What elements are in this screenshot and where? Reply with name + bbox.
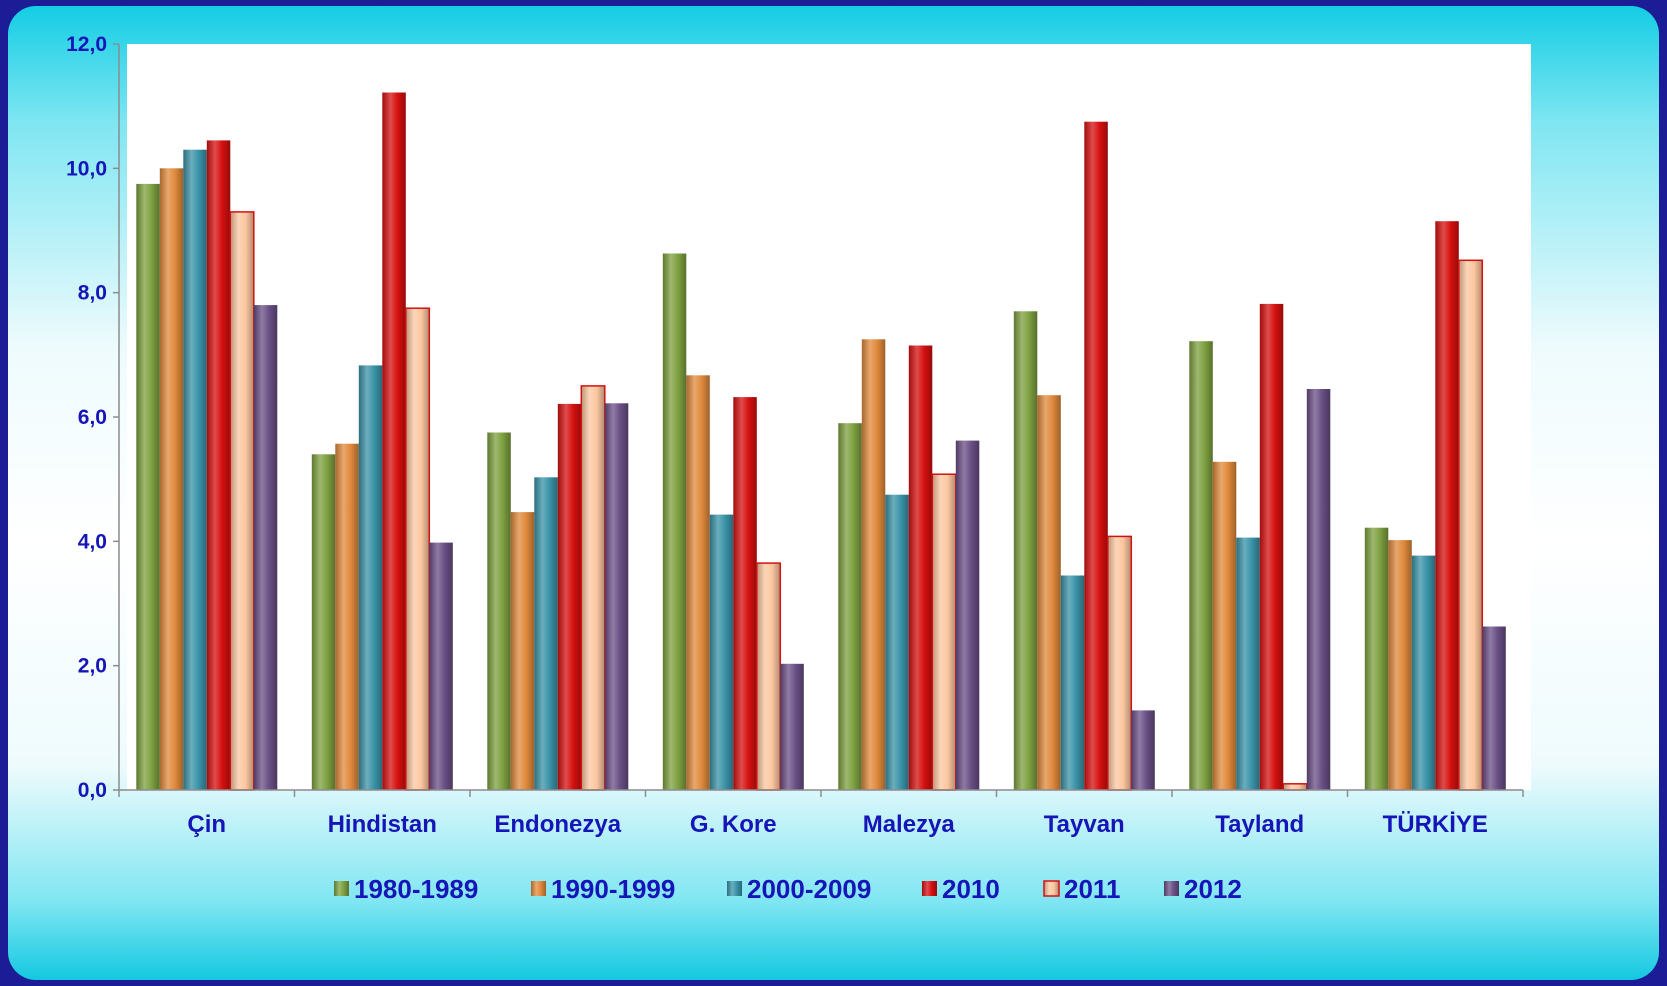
bar-turkiye-2000-2009 <box>1411 555 1436 790</box>
bar-tayvan-2012 <box>1131 710 1155 790</box>
legend-label-2010: 2010 <box>942 874 1000 904</box>
bar-tayvan-2000-2009 <box>1060 575 1085 790</box>
legend-swatch-2010 <box>922 881 937 896</box>
legend-label-2011: 2011 <box>1064 874 1120 904</box>
bar-chart: 0,0 2,0 4,0 6,0 8,0 10,0 12,0 Çin Hindistan Endo… <box>66 33 1531 904</box>
bar-g-kore-2000-2009 <box>709 514 734 790</box>
bar-turkiye-2010 <box>1435 221 1459 790</box>
y-tick-label: 10,0 <box>66 157 107 180</box>
y-tick-label: 8,0 <box>78 282 107 305</box>
bar-hindistan-2010 <box>382 92 406 790</box>
bar-endonezya-1990-1999 <box>510 512 535 790</box>
bar-cin-1980-1989 <box>136 183 160 790</box>
x-tick-label-turkiye: TÜRKİYE <box>1383 811 1488 838</box>
bar-g-kore-1980-1989 <box>662 253 687 790</box>
bar-endonezya-2010 <box>557 403 582 790</box>
bar-malezya-2000-2009 <box>885 494 909 790</box>
legend-label-1990-1999: 1990-1999 <box>551 874 675 904</box>
legend-label-2012: 2012 <box>1184 874 1242 904</box>
bar-tayland-2000-2009 <box>1236 537 1260 790</box>
bar-endonezya-2000-2009 <box>534 477 558 790</box>
bar-cin-2011 <box>229 211 255 791</box>
bar-tayland-1980-1989 <box>1189 341 1213 790</box>
x-tick-label-g-kore: G. Kore <box>690 811 777 838</box>
bar-g-kore-2012 <box>780 663 804 790</box>
legend: 1980-1989 1990-1999 2000-2009 2010 2011 2012 <box>334 874 1242 904</box>
y-tick-label: 2,0 <box>78 655 107 678</box>
chart-panel: 0,0 2,0 4,0 6,0 8,0 10,0 12,0 Çin Hindistan Endo… <box>8 6 1659 980</box>
bar-hindistan-2011 <box>405 307 431 791</box>
y-tick-label: 6,0 <box>78 406 107 429</box>
x-tick-label-cin: Çin <box>187 811 226 838</box>
bar-tayvan-2011 <box>1107 535 1133 791</box>
x-tick-label-malezya: Malezya <box>863 811 956 838</box>
bar-tayland-2012 <box>1306 389 1331 790</box>
legend-swatch-2000-2009 <box>727 881 742 896</box>
bar-endonezya-2011 <box>580 385 606 791</box>
legend-swatch-2012 <box>1164 881 1179 896</box>
y-axis-tick-labels: 0,0 2,0 4,0 6,0 8,0 10,0 12,0 <box>66 33 107 802</box>
bar-cin-2000-2009 <box>183 149 207 790</box>
legend-swatch-1980-1989 <box>334 881 349 896</box>
bar-turkiye-1990-1999 <box>1388 540 1412 790</box>
bar-tayvan-1980-1989 <box>1013 311 1038 790</box>
x-axis-tick-labels: Çin Hindistan Endonezya G. Kore Malezya Tayva… <box>187 811 1488 838</box>
legend-swatch-1990-1999 <box>531 881 546 896</box>
x-tick-label-tayland: Tayland <box>1215 811 1304 838</box>
bar-turkiye-2012 <box>1482 626 1506 790</box>
y-tick-label: 12,0 <box>66 33 107 56</box>
bar-g-kore-2010 <box>733 397 757 790</box>
bar-malezya-2011 <box>931 473 957 791</box>
bar-hindistan-2012 <box>429 542 453 790</box>
bar-turkiye-1980-1989 <box>1364 527 1389 790</box>
bar-cin-1990-1999 <box>159 168 184 791</box>
bar-tayvan-2010 <box>1084 121 1108 790</box>
bar-endonezya-1980-1989 <box>487 432 511 790</box>
bar-malezya-1980-1989 <box>838 423 862 790</box>
bar-hindistan-1980-1989 <box>311 454 336 790</box>
y-tick-label: 0,0 <box>78 779 107 802</box>
bar-g-kore-1990-1999 <box>686 375 710 790</box>
legend-label-2000-2009: 2000-2009 <box>747 874 871 904</box>
x-tick-label-hindistan: Hindistan <box>328 811 437 838</box>
bar-tayland-2011 <box>1282 783 1308 791</box>
bar-hindistan-1990-1999 <box>335 443 359 790</box>
bar-malezya-2010 <box>908 345 933 790</box>
bar-g-kore-2011 <box>756 562 782 791</box>
bar-group <box>136 92 1506 791</box>
axes <box>113 43 1524 797</box>
legend-label-1980-1989: 1980-1989 <box>354 874 478 904</box>
legend-swatch-2011 <box>1043 880 1060 897</box>
bar-endonezya-2012 <box>604 403 629 790</box>
bar-tayland-1990-1999 <box>1212 461 1237 790</box>
bar-hindistan-2000-2009 <box>358 365 383 790</box>
bar-turkiye-2011 <box>1458 259 1484 791</box>
bar-cin-2012 <box>253 305 278 790</box>
bar-cin-2010 <box>206 140 231 790</box>
x-tick-label-endonezya: Endonezya <box>494 811 621 838</box>
bar-tayland-2010 <box>1259 303 1284 790</box>
y-tick-label: 4,0 <box>78 530 107 553</box>
bar-malezya-2012 <box>955 440 980 790</box>
bar-tayvan-1990-1999 <box>1037 395 1061 790</box>
bar-malezya-1990-1999 <box>861 339 886 790</box>
x-tick-label-tayvan: Tayvan <box>1044 811 1125 838</box>
